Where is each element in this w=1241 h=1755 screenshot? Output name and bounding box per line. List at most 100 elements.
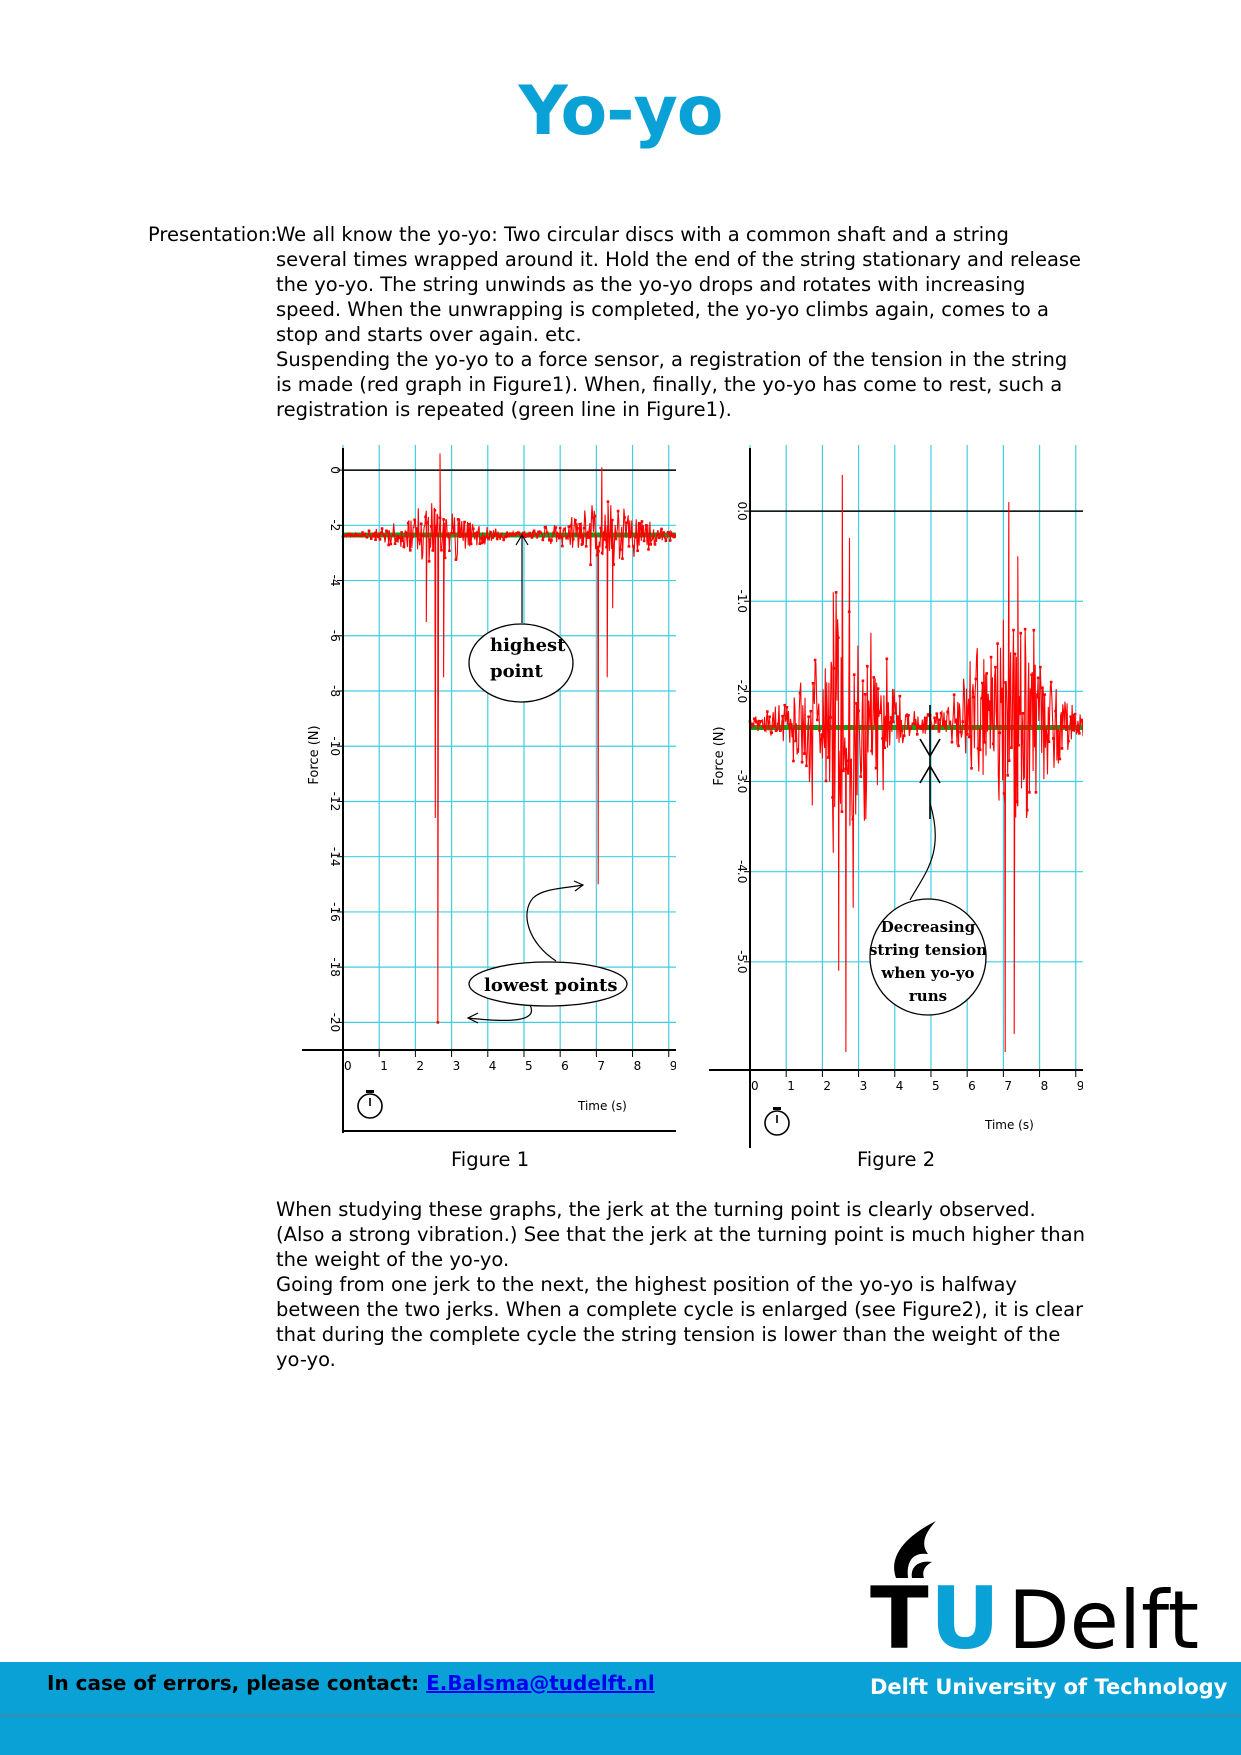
red-series-point xyxy=(539,531,542,535)
red-series-point xyxy=(463,520,466,524)
red-series-point xyxy=(750,722,754,726)
red-series-point xyxy=(776,722,780,726)
red-series-point xyxy=(433,509,437,512)
red-series-point xyxy=(798,691,802,695)
red-series-point xyxy=(944,720,947,723)
red-series-point xyxy=(872,676,876,679)
red-series-point xyxy=(847,610,851,614)
red-series-point xyxy=(855,702,858,705)
red-series-point xyxy=(865,664,869,668)
sensor-paragraph: Suspending the yo-yo to a force sensor, … xyxy=(276,348,1068,421)
page-title: Yo-yo xyxy=(518,72,724,151)
y-tick-label: -1.0 xyxy=(735,590,749,613)
red-series-point xyxy=(631,544,635,548)
red-series-point xyxy=(385,529,388,533)
footer-divider xyxy=(0,1714,1241,1717)
annotation-highest-point: highest point xyxy=(468,533,574,703)
red-series-point xyxy=(1071,728,1075,732)
red-series-point xyxy=(876,687,880,690)
red-series-point xyxy=(552,531,555,535)
red-series-point xyxy=(530,536,534,539)
red-series-point xyxy=(896,715,899,718)
red-series-point xyxy=(431,549,435,552)
red-series-point xyxy=(402,545,406,549)
red-series-point xyxy=(658,536,661,539)
red-series-point xyxy=(831,796,834,799)
red-series-point xyxy=(606,500,610,503)
red-series-point xyxy=(968,735,971,739)
red-series-line xyxy=(342,453,677,1023)
red-series-point xyxy=(965,733,969,736)
university-name: Delft University of Technology xyxy=(870,1675,1228,1699)
red-series-point xyxy=(792,759,795,763)
red-series-point xyxy=(545,531,549,534)
red-series-point xyxy=(591,516,595,520)
red-series-point xyxy=(996,642,999,645)
red-series-point xyxy=(485,535,488,539)
red-series-point xyxy=(556,533,560,537)
red-series-point xyxy=(506,534,510,538)
red-series-point xyxy=(1045,734,1049,738)
red-series-point xyxy=(565,536,568,539)
red-series-point xyxy=(623,516,626,519)
red-series-point xyxy=(513,533,516,536)
footer-bar xyxy=(0,1662,1241,1755)
red-series-point xyxy=(438,516,442,520)
stopwatch-icon xyxy=(357,1090,383,1119)
red-series-point xyxy=(612,563,616,566)
annotation-decreasing-tension: Decreasing string tension when yo-yo run… xyxy=(869,705,987,1016)
red-series-point xyxy=(442,518,445,521)
red-series-point xyxy=(387,543,390,547)
x-tick-label: 3 xyxy=(860,1079,868,1093)
red-series-point xyxy=(456,518,460,521)
y-tick-label: -4.0 xyxy=(735,860,749,883)
red-series-point xyxy=(372,535,375,538)
red-series-point xyxy=(413,518,416,522)
red-series-point xyxy=(1058,757,1062,761)
red-series-point xyxy=(469,542,473,546)
red-series-point xyxy=(524,535,527,539)
red-series-point xyxy=(550,539,553,542)
red-series-point xyxy=(959,730,962,734)
red-series-point xyxy=(985,672,989,675)
red-series-point xyxy=(1062,725,1066,729)
x-tick-label: 4 xyxy=(896,1079,904,1093)
red-series-point xyxy=(796,748,800,751)
red-series-point xyxy=(838,778,842,782)
red-series-point xyxy=(961,720,965,723)
red-series-point xyxy=(926,713,930,716)
annotation-highest-text-1: highest xyxy=(490,635,566,656)
red-series-point xyxy=(587,536,590,539)
red-series-point xyxy=(1021,712,1025,715)
contact-email-link[interactable]: E.Balsma@tudelft.nl xyxy=(426,1671,655,1695)
flame-icon xyxy=(894,1521,936,1578)
red-series-point xyxy=(1041,686,1044,690)
red-series-point xyxy=(911,722,915,725)
red-series-point xyxy=(365,535,369,539)
red-series-point xyxy=(350,533,353,537)
red-series-point xyxy=(874,766,878,770)
red-series-point xyxy=(849,759,852,762)
red-series-point xyxy=(918,724,921,728)
red-series-point xyxy=(824,779,828,783)
red-series-point xyxy=(415,527,419,530)
red-series-point xyxy=(974,677,978,681)
red-series-point xyxy=(461,532,464,536)
red-series-point xyxy=(805,764,808,768)
y-tick-label: -4 xyxy=(328,575,342,587)
red-series-point xyxy=(1019,631,1023,635)
cycle-paragraph: Going from one jerk to the next, the hig… xyxy=(276,1273,1084,1371)
y-tick-label: -5.0 xyxy=(735,950,749,973)
red-series-point xyxy=(989,655,993,659)
stopwatch-icon xyxy=(764,1107,790,1136)
red-series-point xyxy=(504,535,508,539)
red-series-point xyxy=(924,716,928,720)
red-series-point xyxy=(978,748,982,752)
red-series-point xyxy=(868,711,871,714)
figure-2: 0 1 2 3 4 5 6 7 8 9 0.0 -1.0 -2.0 -3.0 -4.0 -5.0 Force … xyxy=(705,443,1084,1148)
red-series-point xyxy=(907,714,910,717)
red-series-point xyxy=(1056,729,1059,733)
red-series-point xyxy=(443,556,447,560)
red-series-point xyxy=(567,525,571,528)
red-series-point xyxy=(548,538,551,542)
